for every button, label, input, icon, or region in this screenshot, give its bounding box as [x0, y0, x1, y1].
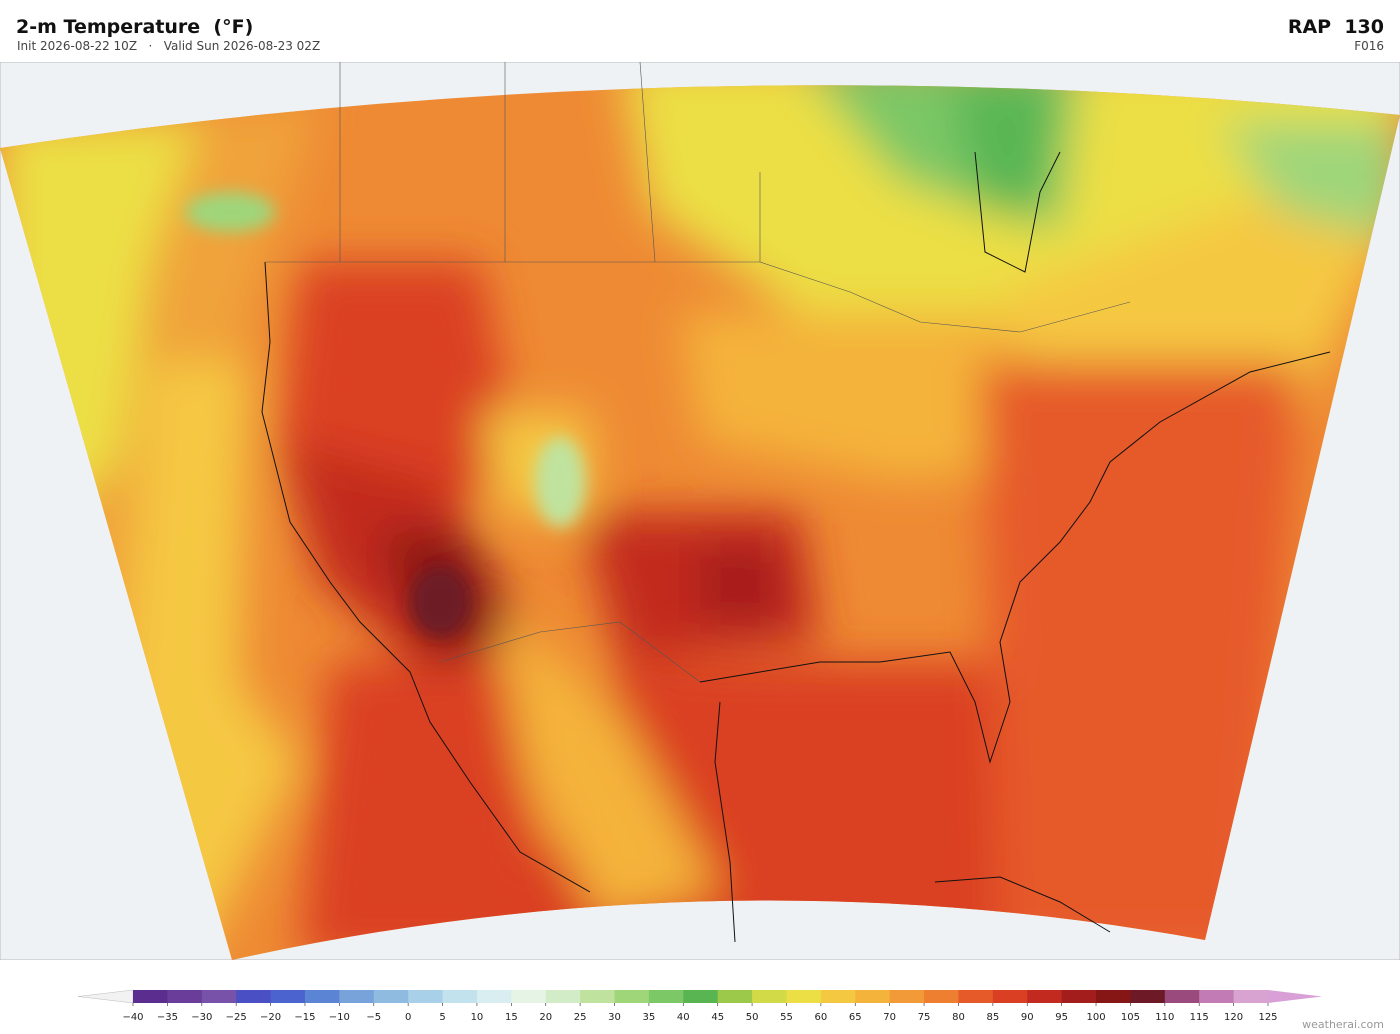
- tick-label: 50: [746, 1012, 759, 1023]
- tick-label: −20: [260, 1012, 281, 1023]
- tick-label: 40: [677, 1012, 690, 1023]
- tick-label: −10: [329, 1012, 350, 1023]
- map: [0, 62, 1400, 960]
- colorbar-segment: [339, 990, 375, 1003]
- tick-label: 30: [608, 1012, 621, 1023]
- colorbar-segment: [648, 990, 684, 1003]
- colorbar-segment: [1233, 990, 1269, 1003]
- colorbar-segment: [752, 990, 787, 1003]
- tick-label: 85: [986, 1012, 999, 1023]
- colorbar-segment: [442, 990, 478, 1003]
- tick-label: 35: [643, 1012, 656, 1023]
- tick-label: 70: [883, 1012, 896, 1023]
- colorbar-segment: [1096, 990, 1131, 1003]
- tick-label: 5: [439, 1012, 445, 1023]
- colorbar-segment: [545, 990, 581, 1003]
- tick-label: 65: [849, 1012, 862, 1023]
- tick-label: 25: [574, 1012, 587, 1023]
- tick-label: −35: [157, 1012, 178, 1023]
- colorbar-segment: [855, 990, 891, 1003]
- colorbar-segment: [304, 990, 340, 1003]
- colorbar-over: [1268, 990, 1322, 1003]
- header: 2-m Temperature (°F) Init 2026-08-22 10Z…: [0, 0, 1400, 62]
- tick-label: −15: [294, 1012, 315, 1023]
- colorbar-segment: [236, 990, 272, 1003]
- colorbar-segment: [992, 990, 1028, 1003]
- model: RAP 130: [1287, 16, 1384, 38]
- tick-label: 0: [405, 1012, 411, 1023]
- borders: [265, 62, 1131, 683]
- colorbar-segment: [1061, 990, 1097, 1003]
- colorbar-segment: [201, 990, 237, 1003]
- tick-label: 110: [1155, 1012, 1174, 1023]
- colorbar-segment: [408, 990, 444, 1003]
- colorbar: weatherai.com −40 −35 −30 −25 −20 −15 −10 −5 0 5 1…: [77, 989, 1384, 1031]
- tick-label: 125: [1258, 1012, 1277, 1023]
- colorbar-segment: [580, 990, 616, 1003]
- tick-label: 45: [711, 1012, 724, 1023]
- colorbar-segment: [786, 990, 822, 1003]
- tick-label: 100: [1086, 1012, 1105, 1023]
- colorbar-segment: [889, 990, 925, 1003]
- tick-label: 115: [1190, 1012, 1209, 1023]
- tick-label: 90: [1021, 1012, 1034, 1023]
- tick-label: 10: [471, 1012, 484, 1023]
- colorbar-segment: [511, 990, 547, 1003]
- tick-label: −40: [122, 1012, 143, 1023]
- colorbar-segment: [133, 990, 168, 1003]
- colorbar-segment: [614, 990, 650, 1003]
- tick-label: 20: [539, 1012, 552, 1023]
- tick-label: −5: [366, 1012, 381, 1023]
- colorbar-under: [77, 989, 134, 1004]
- tick-label: 80: [952, 1012, 965, 1023]
- colorbar-segment: [717, 990, 753, 1003]
- forecast-hour: F016: [1354, 39, 1384, 53]
- temperature-field: [0, 85, 1400, 960]
- colorbar-segment: [958, 990, 994, 1003]
- colorbar-segment: [1130, 990, 1166, 1003]
- colorbar-segment: [1027, 990, 1063, 1003]
- tick-label: 120: [1224, 1012, 1243, 1023]
- title: 2-m Temperature (°F): [16, 16, 254, 38]
- colorbar-segment: [1164, 990, 1200, 1003]
- tick-label: 15: [505, 1012, 518, 1023]
- colorbar-segment: [1199, 990, 1235, 1003]
- subtitle: Init 2026-08-22 10Z · Valid Sun 2026-08-…: [17, 39, 321, 53]
- colorbar-segment: [167, 990, 203, 1003]
- tick-label: 75: [918, 1012, 931, 1023]
- colorbar-segment: [683, 990, 719, 1003]
- colorbar-segment: [476, 990, 512, 1003]
- tick-label: 60: [815, 1012, 828, 1023]
- watermark: weatherai.com: [1302, 1018, 1384, 1031]
- colorbar-segment: [820, 990, 856, 1003]
- coastlines: [261, 151, 1331, 943]
- tick-label: −25: [226, 1012, 247, 1023]
- tick-label: 55: [780, 1012, 793, 1023]
- tick-label: 95: [1055, 1012, 1068, 1023]
- tick-label: −30: [191, 1012, 212, 1023]
- colorbar-segment: [270, 990, 306, 1003]
- colorbar-segment: [924, 990, 959, 1003]
- colorbar-segment: [373, 990, 409, 1003]
- tick-label: 105: [1121, 1012, 1140, 1023]
